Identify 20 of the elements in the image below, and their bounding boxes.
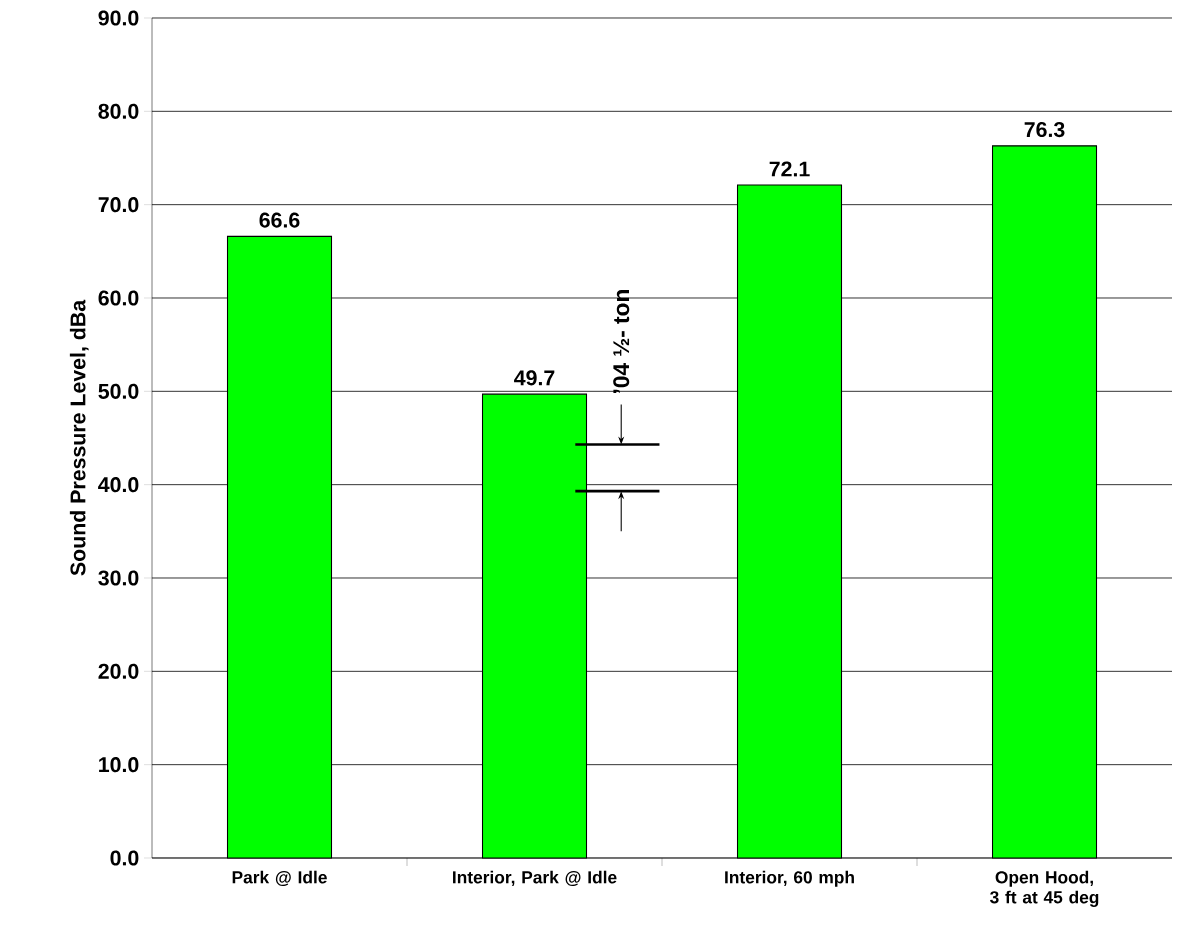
y-tick-label: 90.0	[98, 10, 139, 26]
x-tick-label: Interior, 60 mph	[725, 870, 854, 887]
y-tick-label: 40.0	[98, 477, 139, 493]
y-tick-label: 20.0	[98, 663, 139, 679]
y-tick-label: 70.0	[98, 197, 139, 213]
data-label: 76.3	[1024, 122, 1065, 138]
data-label: 66.6	[259, 212, 300, 228]
x-tick-label: Park @ Idle	[232, 870, 327, 887]
y-tick-label: 60.0	[98, 290, 139, 306]
y-tick-label: 30.0	[98, 570, 139, 586]
x-tick-label: Open Hood, 3 ft at 45 deg	[990, 870, 1099, 907]
y-axis-title: Sound Pressure Level, dBa	[69, 299, 89, 576]
x-tick-label: Interior, Park @ Idle	[453, 870, 617, 887]
data-label: 72.1	[769, 161, 810, 177]
y-tick-label: 50.0	[98, 383, 139, 399]
ref-line-label: ’04 ½- ton	[613, 290, 630, 393]
data-label: 49.7	[514, 370, 555, 386]
y-tick-label: 10.0	[99, 757, 139, 773]
y-tick-label: 0.0	[110, 850, 139, 866]
y-tick-label: 80.0	[98, 103, 139, 119]
